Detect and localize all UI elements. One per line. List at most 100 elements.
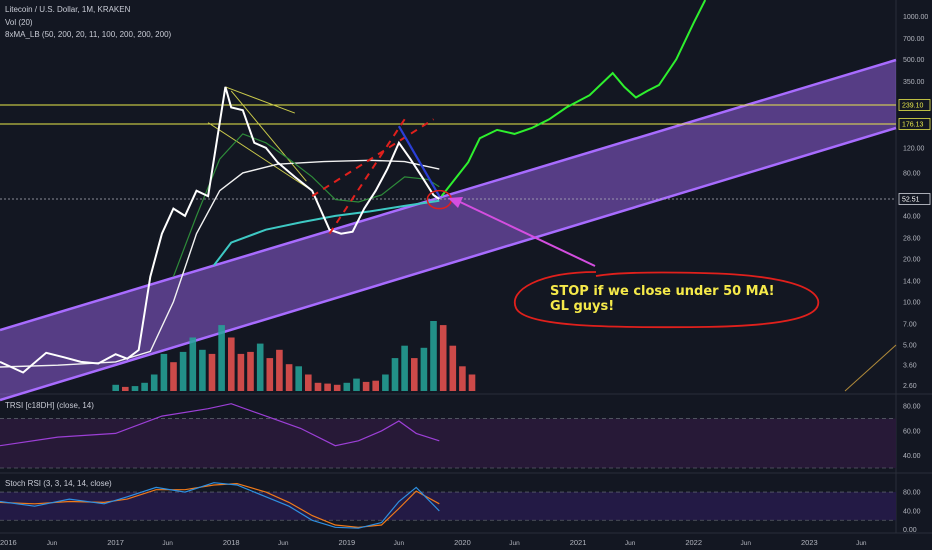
volume-bar [247, 351, 254, 391]
volume-bar [170, 362, 177, 391]
x-tick-label: 2020 [454, 538, 471, 547]
volume-bar [218, 325, 225, 391]
x-tick-label: 2017 [107, 538, 124, 547]
stoch-pane [0, 482, 896, 529]
price-tag-label: 52.51 [902, 197, 920, 204]
volume-bar [420, 347, 428, 391]
y-tick-label: 2.60 [903, 383, 917, 390]
volume-bar [256, 343, 264, 391]
dashed-trend-line [311, 118, 435, 197]
volume-bar [333, 384, 341, 391]
x-tick-label: Jun [509, 540, 520, 547]
volume-bar [150, 374, 158, 391]
stoch-band [0, 492, 896, 521]
y-tick-label: 40.00 [903, 213, 921, 220]
x-tick-label: Jun [278, 540, 289, 547]
x-tick-label: 2021 [570, 538, 587, 547]
y-tick-label: 700.00 [903, 36, 925, 43]
trend-line [230, 90, 307, 182]
main-pane [0, 0, 932, 534]
volume-bar [401, 345, 408, 391]
stoch-tick-label: 0.00 [903, 527, 917, 534]
ma-legend[interactable]: 8xMA_LB (50, 200, 20, 11, 100, 200, 200,… [5, 30, 172, 39]
blue-trend-line [397, 125, 441, 197]
annotation-line-1: STOP if we close under 50 MA! [550, 284, 775, 299]
y-tick-label: 80.00 [903, 170, 921, 177]
arrow-shaft [457, 200, 596, 267]
x-tick-label: Jun [47, 540, 58, 547]
trsi-line [0, 403, 440, 447]
volume-bar [189, 337, 197, 391]
volume-bar [353, 378, 360, 391]
volume-bar [468, 374, 476, 391]
y-tick-label: 3.60 [903, 363, 917, 370]
volume-bar [179, 351, 187, 391]
stoch-legend[interactable]: Stoch RSI (3, 3, 14, 14, close) [5, 479, 112, 488]
x-tick-label: Jun [394, 540, 405, 547]
note-outline [513, 271, 820, 329]
x-tick-label: 2016 [0, 538, 17, 547]
trsi-tick-label: 80.00 [903, 404, 921, 411]
volume-bar [141, 382, 148, 391]
x-tick-label: 2022 [685, 538, 702, 547]
volume-bar [266, 358, 274, 391]
trsi-pane [0, 403, 896, 469]
price-tag [898, 118, 931, 130]
volume-bar [391, 358, 399, 391]
symbol-title[interactable]: Litecoin / U.S. Dollar, 1M, KRAKEN [5, 5, 131, 14]
volume-bar [314, 382, 322, 391]
y-axis: 1000.00 700.00 500.00 350.00 120.00 80.00 40.0… [898, 14, 931, 534]
annotation-note: STOP if we close under 50 MA! GL guys! [550, 284, 775, 314]
y-tick-label: 28.00 [903, 236, 921, 243]
x-tick-label: Jun [740, 540, 751, 547]
trsi-tick-label: 60.00 [903, 428, 921, 435]
y-tick-label: 120.00 [903, 145, 925, 152]
volume-bar [411, 358, 418, 391]
stoch-k-line [0, 482, 440, 529]
volume-bar [305, 374, 312, 391]
volume-bar [285, 364, 293, 391]
y-tick-label: 14.00 [903, 278, 921, 285]
x-tick-label: Jun [162, 540, 173, 547]
y-tick-label: 500.00 [903, 57, 925, 64]
volume-bar [343, 382, 351, 391]
x-tick-label: 2019 [338, 538, 355, 547]
volume-bar [199, 349, 206, 391]
y-tick-label: 1000.00 [903, 14, 928, 21]
volume-bar [459, 366, 466, 391]
trend-line [225, 86, 295, 114]
volume-bar [439, 325, 447, 391]
trsi-band [0, 418, 896, 468]
volume-bar [122, 386, 129, 391]
y-tick-label: 350.00 [903, 79, 925, 86]
y-tick-label: 10.00 [903, 299, 921, 306]
trsi-legend[interactable]: TRSI [c18DH] (close, 14) [5, 401, 94, 410]
volume-bar [362, 381, 370, 391]
volume-bar [295, 366, 302, 391]
annotation-line-2: GL guys! [550, 299, 615, 314]
volume-bar [382, 374, 389, 391]
price-line [0, 86, 440, 374]
volume-bar [228, 337, 235, 391]
volume-bar [449, 345, 457, 391]
x-axis: 2016 Jun 2017 Jun 2018 Jun 2019 Jun 2020 Jun 2021 J… [0, 538, 867, 547]
volume-bar [276, 349, 283, 391]
price-tag-label: 239.10 [902, 103, 924, 110]
trend-line [207, 122, 313, 192]
volume-legend[interactable]: Vol (20) [5, 18, 33, 27]
y-tick-label: 7.00 [903, 321, 917, 328]
ma-green-line [172, 133, 440, 277]
price-tag [898, 99, 931, 111]
price-tag [898, 193, 931, 205]
volume-bar [237, 353, 245, 391]
stoch-tick-label: 40.00 [903, 508, 921, 515]
x-tick-label: 2023 [801, 538, 818, 547]
dashed-trend-line [328, 118, 406, 235]
arrow-head [448, 197, 463, 208]
channel-lower-line [0, 126, 897, 402]
x-tick-label: Jun [625, 540, 636, 547]
y-tick-label: 5.00 [903, 342, 917, 349]
volume-bar [324, 383, 331, 391]
trend-line [844, 344, 897, 392]
